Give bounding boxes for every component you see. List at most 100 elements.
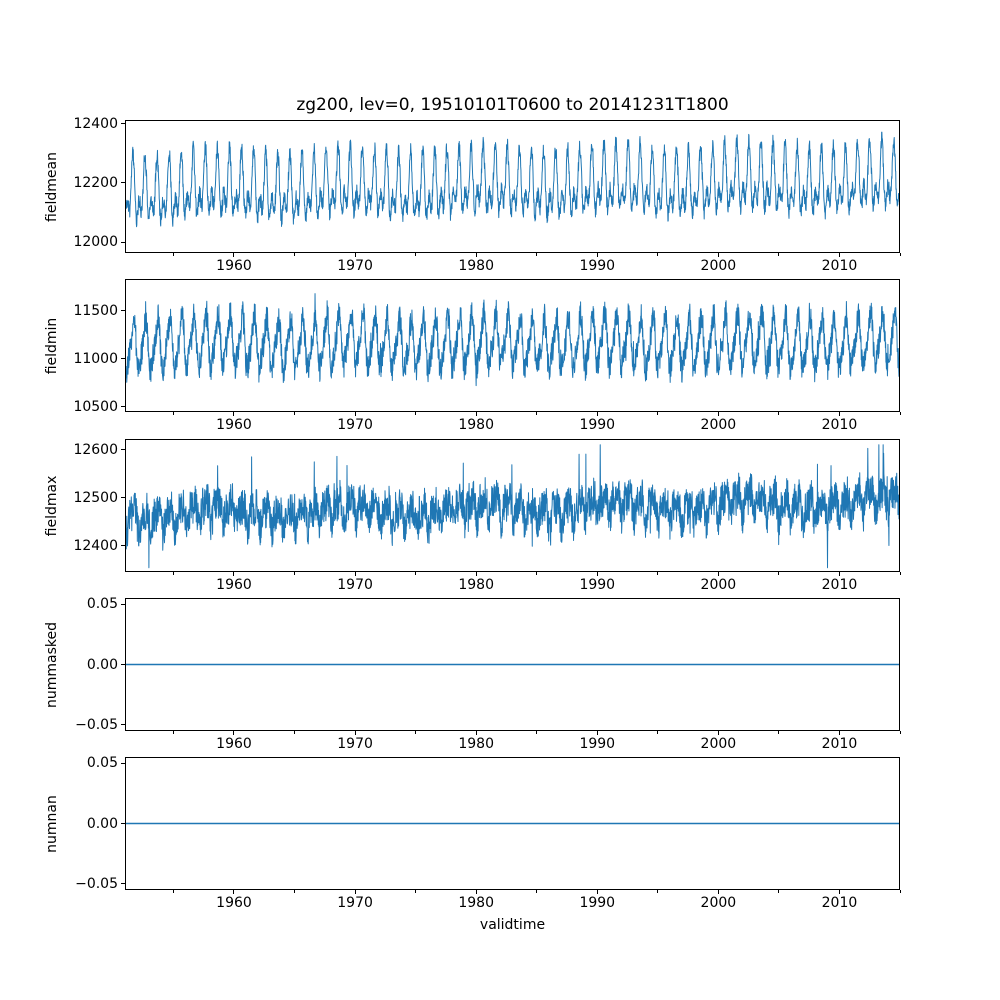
series-canvas-numnan: [126, 758, 899, 889]
y-tick: [121, 241, 125, 243]
x-minor-tick: [172, 890, 174, 893]
x-minor-tick: [899, 731, 901, 734]
x-minor-tick: [172, 412, 174, 415]
x-tick-label: 1960: [216, 577, 252, 593]
x-minor-tick: [778, 412, 780, 415]
y-tick: [121, 406, 125, 408]
x-minor-tick: [778, 572, 780, 575]
x-tick-label: 2000: [700, 895, 737, 911]
x-major-tick: [596, 253, 598, 257]
x-tick-label: 1970: [337, 577, 373, 593]
y-tick-label: 10500: [73, 398, 118, 415]
series-canvas-fieldmin: [126, 280, 899, 411]
x-major-tick: [354, 731, 356, 735]
y-tick: [121, 762, 125, 764]
x-major-tick: [596, 412, 598, 416]
x-minor-tick: [657, 412, 659, 415]
x-major-tick: [717, 731, 719, 735]
x-minor-tick: [899, 412, 901, 415]
x-minor-tick: [415, 890, 417, 893]
x-tick-label: 1960: [216, 895, 252, 911]
y-tick: [121, 883, 125, 885]
y-tick-label: 0.05: [86, 596, 118, 613]
x-tick-label: 1980: [458, 258, 494, 274]
x-axis-label: validtime: [479, 917, 546, 933]
x-major-tick: [354, 253, 356, 257]
x-minor-tick: [536, 890, 538, 893]
x-minor-tick: [778, 253, 780, 256]
x-tick-label: 1970: [337, 417, 373, 433]
x-tick-label: 1980: [458, 577, 494, 593]
panel-nummasked: [125, 598, 900, 731]
x-minor-tick: [415, 731, 417, 734]
x-major-tick: [233, 253, 235, 257]
x-tick-label: 1970: [337, 895, 373, 911]
series-canvas-nummasked: [126, 599, 899, 730]
series-canvas-fieldmean: [126, 121, 899, 252]
y-tick-label: 12500: [73, 489, 118, 506]
y-tick-label: 12600: [73, 441, 118, 458]
x-minor-tick: [899, 890, 901, 893]
x-tick-label: 1960: [216, 417, 252, 433]
x-tick-label: 1990: [579, 417, 616, 433]
y-tick-label: −0.05: [75, 875, 118, 892]
x-minor-tick: [778, 890, 780, 893]
y-axis-label-fieldmax: fieldmax: [44, 475, 60, 536]
x-major-tick: [354, 572, 356, 576]
y-tick-label: 12400: [73, 115, 118, 132]
x-minor-tick: [536, 572, 538, 575]
y-tick: [121, 724, 125, 726]
x-tick-label: 2010: [821, 577, 858, 593]
x-major-tick: [475, 253, 477, 257]
x-minor-tick: [294, 731, 296, 734]
x-minor-tick: [657, 890, 659, 893]
x-minor-tick: [294, 412, 296, 415]
y-tick-label: 0.00: [86, 656, 118, 673]
y-tick-label: 12000: [73, 234, 118, 251]
x-major-tick: [475, 890, 477, 894]
y-tick-label: 12200: [73, 174, 118, 191]
x-major-tick: [233, 731, 235, 735]
x-minor-tick: [172, 253, 174, 256]
y-tick: [121, 358, 125, 360]
x-major-tick: [717, 253, 719, 257]
x-tick-label: 2000: [700, 577, 737, 593]
panel-numnan: [125, 757, 900, 890]
y-tick: [121, 603, 125, 605]
x-major-tick: [717, 890, 719, 894]
x-major-tick: [596, 890, 598, 894]
x-minor-tick: [899, 572, 901, 575]
y-axis-label-fieldmean: fieldmean: [44, 151, 60, 222]
y-axis-label-nummasked: nummasked: [44, 621, 60, 708]
y-tick: [121, 182, 125, 184]
x-tick-label: 2010: [821, 895, 858, 911]
y-tick: [121, 545, 125, 547]
panel-fieldmax: [125, 439, 900, 572]
x-major-tick: [596, 572, 598, 576]
y-tick-label: 11500: [73, 302, 118, 319]
x-tick-label: 1960: [216, 258, 252, 274]
x-major-tick: [838, 731, 840, 735]
x-major-tick: [717, 572, 719, 576]
x-minor-tick: [415, 412, 417, 415]
x-major-tick: [838, 572, 840, 576]
x-major-tick: [475, 412, 477, 416]
y-tick-label: −0.05: [75, 716, 118, 733]
x-major-tick: [233, 572, 235, 576]
x-minor-tick: [657, 731, 659, 734]
x-tick-label: 2010: [821, 736, 858, 752]
x-major-tick: [233, 890, 235, 894]
y-tick: [121, 823, 125, 824]
y-tick: [121, 123, 125, 125]
x-minor-tick: [778, 731, 780, 734]
x-tick-label: 2010: [821, 258, 858, 274]
x-minor-tick: [415, 572, 417, 575]
x-minor-tick: [294, 890, 296, 893]
series-canvas-fieldmax: [126, 440, 899, 571]
x-tick-label: 1980: [458, 736, 494, 752]
x-tick-label: 1990: [579, 258, 616, 274]
y-tick-label: 12400: [73, 537, 118, 554]
x-major-tick: [838, 412, 840, 416]
y-tick: [121, 664, 125, 665]
